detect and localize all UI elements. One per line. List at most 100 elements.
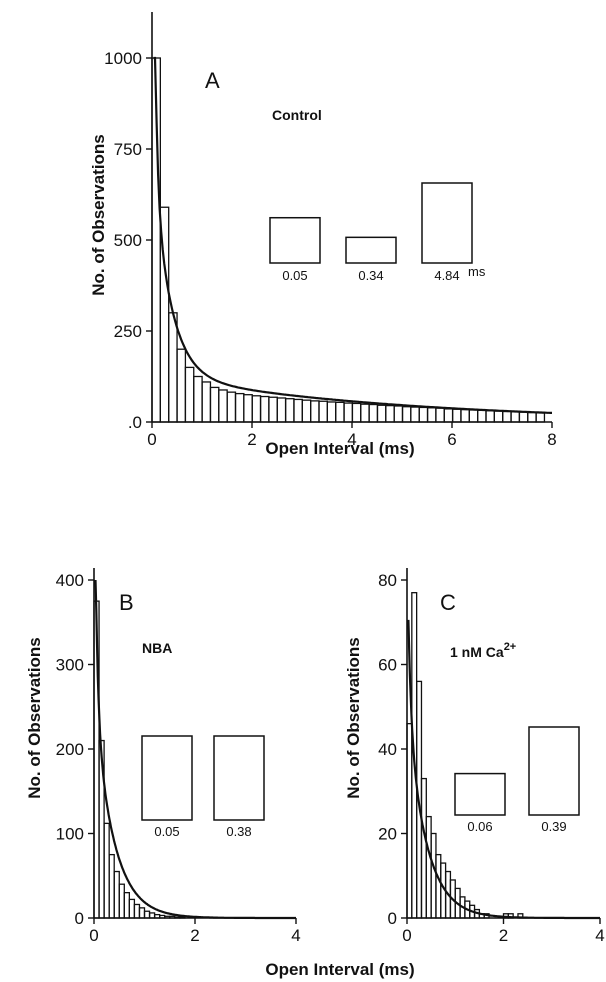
panel-a-histogram-bar [351,402,362,423]
panel-b-histogram-bar [164,915,171,919]
panel-a-histogram-bar [443,408,454,423]
panel-b-y-tick-label: 0 [75,909,84,928]
panel-b-histogram-bar [103,822,110,919]
panel-a-histogram-bar [401,406,412,423]
panel-b-y-tick-label: 300 [56,656,84,675]
panel-b-y-tick-label: 200 [56,740,84,759]
panel-b-condition: NBA [142,640,172,656]
panel-a-histogram-bar [218,389,228,423]
panel-a-histogram-bar [485,410,495,423]
panel-b-histogram-bar [158,914,166,919]
panel-a-component-box [421,182,473,264]
panel-a-histogram-bar [502,410,512,423]
panel-c-condition-text: 1 nM Ca [450,644,504,660]
panel-c-label: C [440,590,456,615]
panel-a-component-box [345,236,397,264]
panel-a-histogram-bar [368,403,379,423]
panel-a-histogram-bar [510,411,521,423]
panel-a-x-tick-label: 2 [247,430,256,449]
panel-a: A Control Open Interval (ms) No. of Obse… [89,12,557,458]
panel-a-histogram-bar [326,401,337,423]
panel-a-histogram-bar [293,398,303,423]
panel-a-histogram-bar [343,402,354,423]
panel-a-histogram-bar [193,375,203,423]
panel-c-condition-sup: 2+ [504,641,517,653]
panel-c-y-tick-label: 20 [378,825,397,844]
panel-a-histogram-bar [268,396,278,423]
panel-a-histogram-bar [201,381,212,423]
panel-a-histogram-bar [410,406,420,423]
panel-a-component-box [269,216,321,264]
panel-a-histogram-bar [476,409,487,423]
panel-a-fit-curve [153,56,552,414]
panel-b-component-box [141,735,193,821]
panel-c-component-label: 0.39 [541,819,566,834]
panel-c-x-tick-label: 4 [595,926,604,945]
panel-a-histogram-bar [451,408,462,423]
panel-b-fit-curve [94,579,296,920]
panel-a-histogram-bar [184,366,195,423]
shared-xlabel: Open Interval (ms) [265,960,414,979]
panel-b: B NBA No. of Observations 0 2 4 0 100 200 300 4… [25,568,301,945]
panel-a-histogram-bar [376,404,387,423]
panel-c-x-tick-label: 0 [402,926,411,945]
panel-b-ylabel: No. of Observations [25,637,44,799]
panel-a-histogram-bar [243,394,253,423]
panel-c-fit-curve [407,619,600,920]
panel-b-histogram-bar [123,892,131,919]
panel-a-histogram-bar [527,411,537,423]
panel-a-histogram-bar [276,397,287,423]
panel-b-component-label: 0.05 [154,824,179,839]
panel-a-histogram-bar [301,399,312,423]
panel-a-y-tick-label: 500 [114,231,142,250]
panel-c-histogram-bar [435,853,442,919]
panel-c-y-tick-label: 40 [378,740,397,759]
panel-b-label: B [119,590,134,615]
panel-a-xlabel: Open Interval (ms) [265,439,414,458]
panel-a-histogram-bar [460,408,470,423]
panel-a-histogram-bar [418,406,429,423]
panel-a-histogram-bar [426,407,437,423]
panel-b-component-label: 0.38 [226,824,251,839]
panel-c-histogram-bar [430,832,437,919]
panel-a-histogram-bar [468,409,479,423]
panel-b-histogram-bar [108,853,115,919]
panel-a-histogram-bar [251,395,262,423]
panel-c-y-tick-label: 60 [378,656,397,675]
panel-b-histogram-bar [153,913,161,919]
panel-b-histogram-bar [113,870,120,919]
panel-c-histogram-bar [420,777,427,919]
panel-b-histogram-bar [133,903,141,919]
panel-a-x-tick-label: 4 [347,430,356,449]
panel-a-y-tick-label: .0 [128,413,142,432]
panel-b-histogram-bar [138,907,146,919]
panel-a-histogram-bar [234,392,245,423]
panel-c-component-box [528,726,580,816]
panel-a-histogram-bar [385,404,395,423]
panel-b-x-tick-label: 4 [291,926,300,945]
panel-c-component-label: 0.06 [467,819,492,834]
panel-a-units: ms [468,264,486,279]
panel-c-histogram-bar [425,815,432,919]
panel-c-component-box [454,772,506,816]
panel-a-histogram-bar [335,401,345,423]
panel-a-component-label: 0.05 [282,268,307,283]
panel-b-x-tick-label: 0 [89,926,98,945]
panel-c-x-tick-label: 2 [499,926,508,945]
panel-a-component-label: 0.34 [358,268,383,283]
panel-b-histogram-bar [174,916,181,919]
panel-b-component-box [213,735,265,821]
panel-b-histogram-bar [179,916,186,919]
panel-c-condition: 1 nM Ca2+ [450,641,516,660]
panel-a-label: A [205,68,220,93]
panel-a-y-tick-label: 1000 [104,49,142,68]
panel-a-histogram-bar [176,348,187,423]
panel-a-component-label: 4.84 [434,268,459,283]
panel-a-histogram-bar [259,395,270,423]
panel-a-histogram-bar [493,410,504,423]
panel-a-histogram-bar [226,391,237,423]
panel-a-y-tick-label: 750 [114,140,142,159]
panel-c-ylabel: No. of Observations [344,637,363,799]
panel-a-x-tick-label: 8 [547,430,556,449]
